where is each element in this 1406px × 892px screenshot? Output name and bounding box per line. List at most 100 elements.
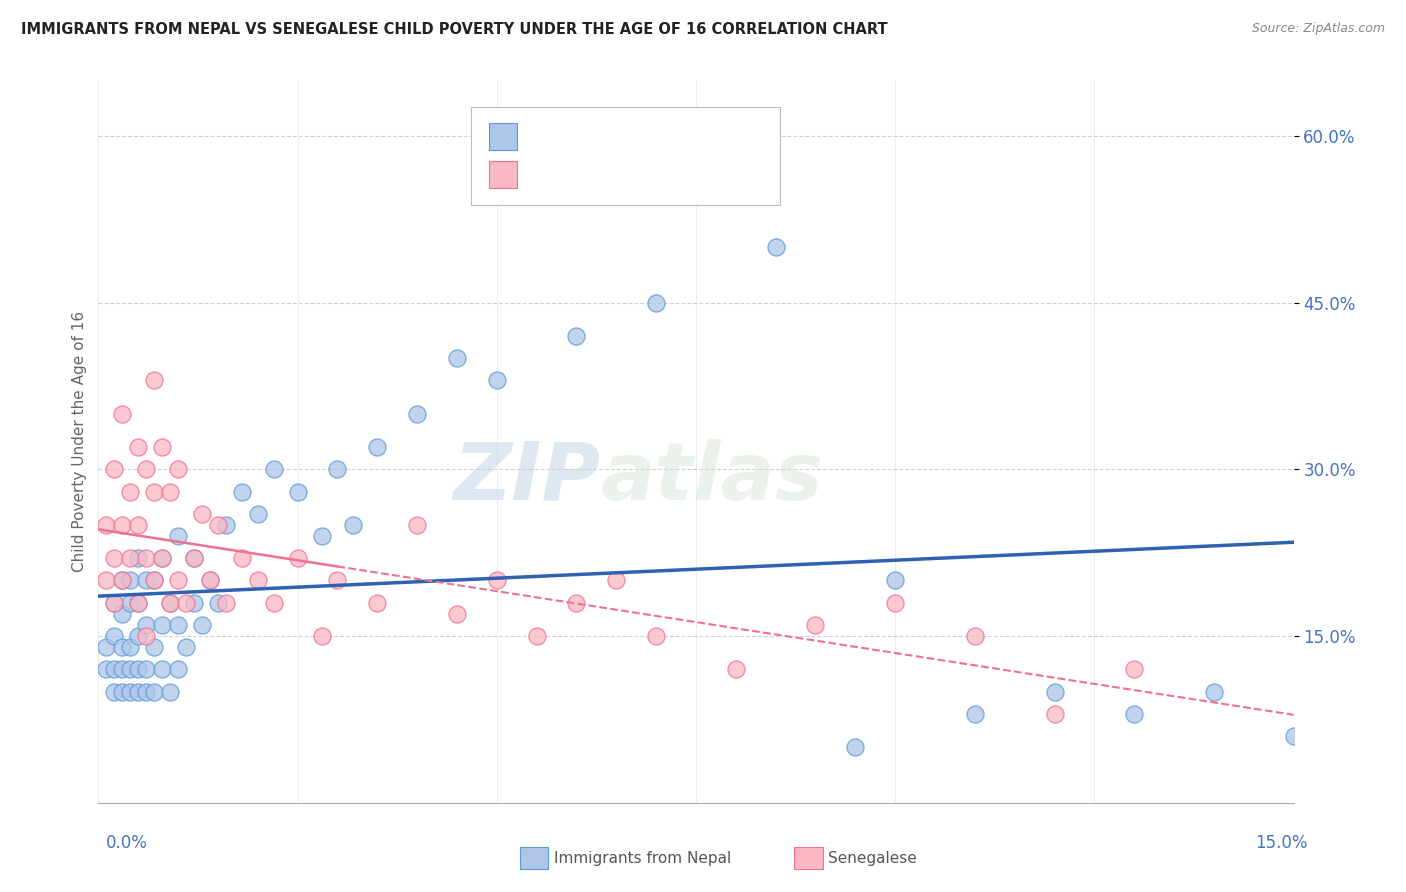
Point	[150, 618, 173, 632]
Point	[1123, 706, 1146, 721]
Point	[143, 574, 166, 588]
Point	[1202, 684, 1225, 698]
Text: R =: R =	[524, 128, 555, 145]
Point	[103, 462, 125, 476]
Point	[1123, 662, 1146, 676]
Text: IMMIGRANTS FROM NEPAL VS SENEGALESE CHILD POVERTY UNDER THE AGE OF 16 CORRELATIO: IMMIGRANTS FROM NEPAL VS SENEGALESE CHIL…	[21, 22, 887, 37]
Point	[645, 629, 668, 643]
Point	[406, 517, 429, 532]
Point	[127, 440, 149, 454]
Point	[565, 329, 588, 343]
Text: N =: N =	[647, 166, 678, 184]
Point	[198, 574, 221, 588]
Point	[96, 640, 118, 655]
Point	[207, 596, 229, 610]
Point	[135, 684, 157, 698]
Point	[111, 684, 134, 698]
Point	[135, 551, 157, 566]
Point	[326, 574, 349, 588]
Text: R =: R =	[524, 166, 555, 184]
Text: atlas: atlas	[600, 439, 823, 516]
Point	[143, 640, 166, 655]
Point	[485, 574, 508, 588]
Point	[1282, 729, 1305, 743]
Text: 15.0%: 15.0%	[1256, 834, 1308, 852]
Point	[167, 529, 190, 543]
Point	[287, 551, 309, 566]
Point	[183, 551, 205, 566]
Point	[111, 517, 134, 532]
Point	[446, 607, 468, 621]
Point	[159, 684, 181, 698]
Point	[526, 629, 548, 643]
Point	[1043, 706, 1066, 721]
Point	[143, 684, 166, 698]
Point	[884, 596, 907, 610]
Point	[191, 618, 214, 632]
Point	[150, 551, 173, 566]
Point	[111, 574, 134, 588]
Point	[366, 440, 388, 454]
Point	[159, 596, 181, 610]
Point	[150, 440, 173, 454]
Point	[103, 596, 125, 610]
Point	[1043, 684, 1066, 698]
Point	[884, 574, 907, 588]
Point	[120, 596, 142, 610]
Point	[159, 596, 181, 610]
Point	[804, 618, 827, 632]
Point	[111, 640, 134, 655]
Point	[167, 662, 190, 676]
Point	[120, 684, 142, 698]
Text: -0.063: -0.063	[576, 166, 636, 184]
Point	[103, 551, 125, 566]
Y-axis label: Child Poverty Under the Age of 16: Child Poverty Under the Age of 16	[72, 311, 87, 572]
Point	[207, 517, 229, 532]
Point	[120, 484, 142, 499]
Point	[963, 706, 986, 721]
Point	[287, 484, 309, 499]
Text: Senegalese: Senegalese	[828, 851, 917, 865]
Point	[246, 574, 269, 588]
Point	[311, 529, 333, 543]
Point	[246, 507, 269, 521]
Point	[143, 484, 166, 499]
Text: 0.0%: 0.0%	[105, 834, 148, 852]
Point	[159, 484, 181, 499]
Point	[143, 574, 166, 588]
Point	[111, 662, 134, 676]
Point	[120, 574, 142, 588]
Point	[167, 462, 190, 476]
Point	[103, 629, 125, 643]
Point	[366, 596, 388, 610]
Point	[143, 373, 166, 387]
Point	[724, 662, 747, 676]
Point	[485, 373, 508, 387]
Point	[844, 740, 866, 755]
Text: Source: ZipAtlas.com: Source: ZipAtlas.com	[1251, 22, 1385, 36]
Point	[215, 517, 238, 532]
Point	[135, 629, 157, 643]
Point	[135, 574, 157, 588]
Point	[311, 629, 333, 643]
Point	[326, 462, 349, 476]
Point	[198, 574, 221, 588]
Point	[605, 185, 627, 199]
Point	[120, 551, 142, 566]
Point	[215, 596, 238, 610]
Text: Immigrants from Nepal: Immigrants from Nepal	[554, 851, 731, 865]
Text: 0.504: 0.504	[576, 128, 628, 145]
Point	[111, 607, 134, 621]
Point	[174, 640, 197, 655]
Point	[127, 629, 149, 643]
Point	[135, 662, 157, 676]
Point	[150, 662, 173, 676]
Point	[111, 407, 134, 421]
Point	[127, 662, 149, 676]
Point	[127, 596, 149, 610]
Point	[150, 551, 173, 566]
Point	[120, 640, 142, 655]
Point	[406, 407, 429, 421]
Point	[167, 574, 190, 588]
Point	[191, 507, 214, 521]
